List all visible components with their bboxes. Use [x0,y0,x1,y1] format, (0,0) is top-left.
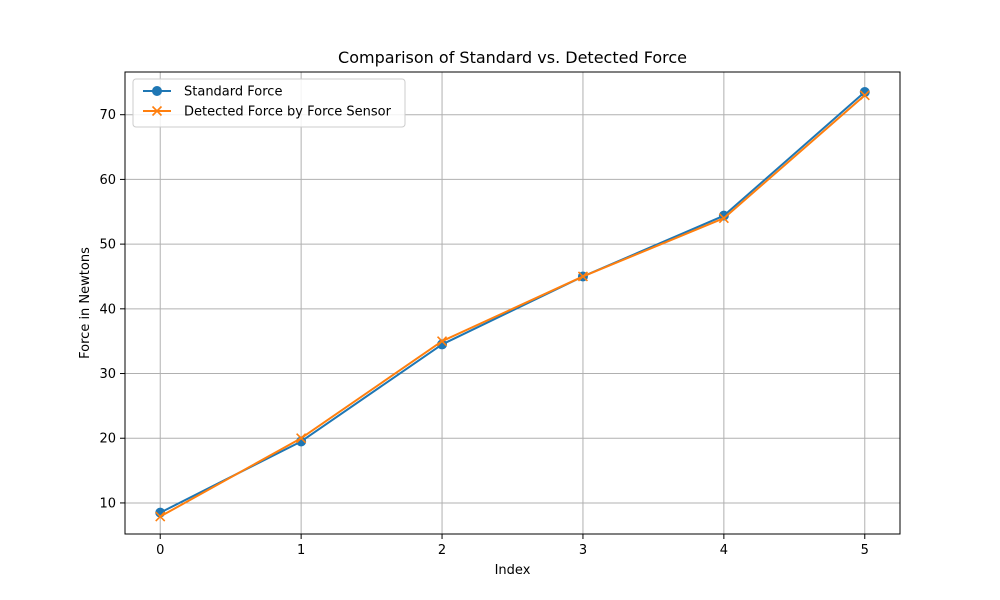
legend-item: Detected Force by Force Sensor [143,105,392,120]
legend-item: Standard Force [143,85,282,100]
y-tick-label: 40 [99,302,116,317]
y-tick-label: 60 [99,173,116,188]
data-point-marker [718,210,729,221]
chart-title: Comparison of Standard vs. Detected Forc… [338,48,687,67]
legend-box [132,78,406,128]
ticks: 0 1 2 3 4 5 10 20 30 40 50 60 70 [99,108,868,558]
y-tick-label: 10 [99,496,116,511]
x-axis-title: Index [495,563,531,578]
legend-swatch-marker [152,86,162,96]
data-point-marker [859,90,870,101]
legend-label: Standard Force [184,85,282,100]
y-tick-label: 70 [99,108,116,123]
y-axis-title: Force in Newtons [78,247,93,359]
plot-frame [124,71,901,535]
series-line [159,94,866,518]
series-line [159,91,866,514]
data-point-marker [155,511,166,522]
data-point-marker [577,271,589,282]
data-point-marker [718,213,729,224]
x-tick-label: 0 [156,543,164,558]
legend: Standard Force Detected Force by Force Se… [132,78,406,128]
series-2 [155,90,870,522]
y-tick-label: 30 [99,367,116,382]
x-tick-label: 2 [438,543,446,558]
x-tick-label: 3 [579,543,587,558]
legend-swatch-marker [151,105,163,117]
data-point-marker [296,433,307,444]
series-layer [155,87,870,522]
data-point-marker [436,336,448,347]
y-tick-label: 20 [99,432,116,447]
y-tick-label: 50 [99,238,116,253]
x-tick-label: 5 [861,543,869,558]
legend-label: Detected Force by Force Sensor [184,105,392,120]
x-tick-label: 4 [720,543,728,558]
x-tick-label: 1 [297,543,305,558]
